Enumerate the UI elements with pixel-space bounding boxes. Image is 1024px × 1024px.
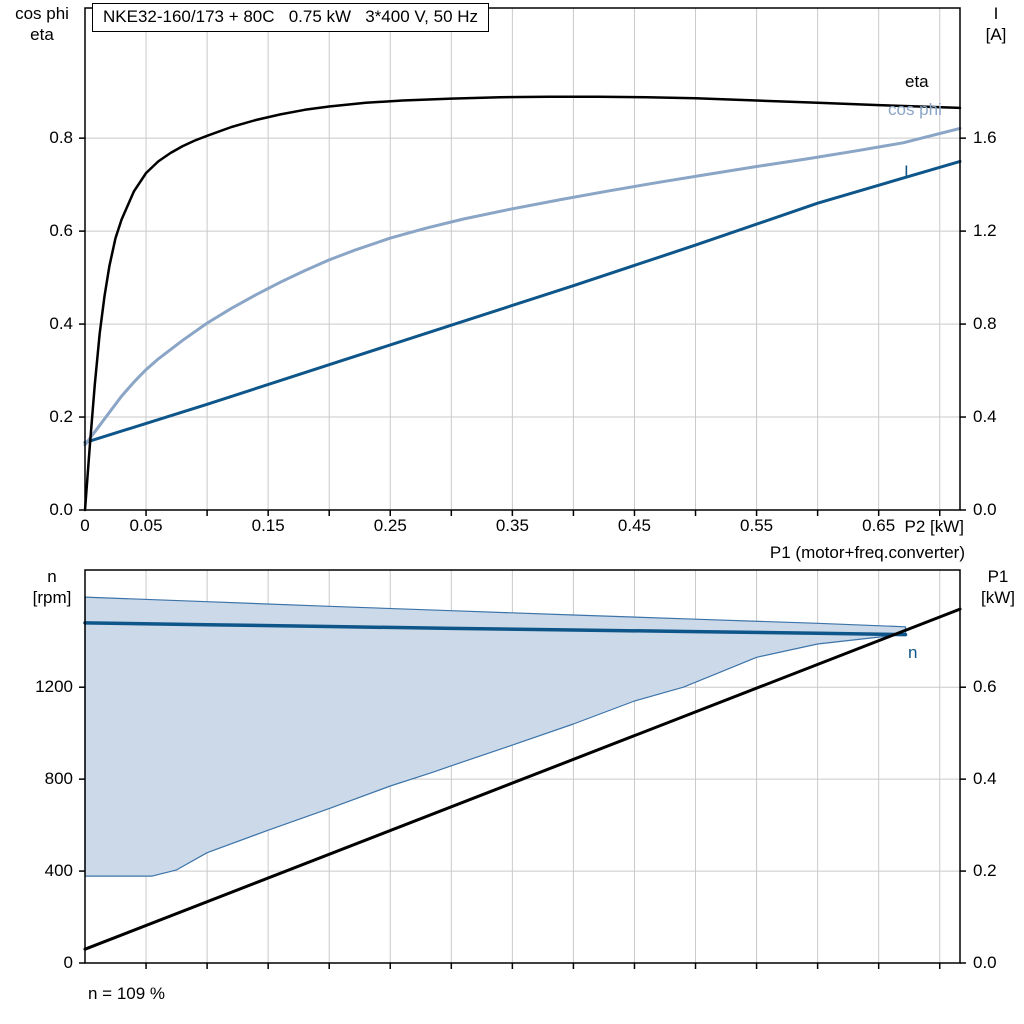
chart-bottom — [79, 569, 966, 969]
y-left-tick-label: 1200 — [35, 677, 73, 697]
y-left-tick-label: 0.4 — [49, 314, 73, 334]
p1-axis-title: P1 — [987, 567, 1009, 586]
p1-unit-label: [kW] — [981, 588, 1015, 607]
x-tick-label: 0 — [80, 516, 90, 535]
y-right-tick-label: 0.4 — [973, 769, 997, 789]
series-cos-phi — [83, 126, 962, 447]
y-left-tick-label: 800 — [44, 769, 73, 789]
chart-frame — [84, 7, 961, 511]
chart-frame — [84, 569, 961, 964]
series-label-cos-phi: cos phi — [888, 100, 942, 119]
x-axis-title: P2 [kW] — [904, 517, 964, 536]
x-tick-label: 0.55 — [740, 516, 774, 535]
y-left-tick-label: 0 — [63, 953, 73, 972]
x-tick-label: 0.15 — [251, 516, 285, 535]
y-right-tick-label: 1.2 — [973, 221, 997, 241]
eta-axis-title: eta — [30, 25, 54, 44]
series-label-I: I — [904, 162, 909, 181]
series-P1 — [83, 607, 962, 951]
y-right-tick-label: 0.0 — [973, 953, 997, 972]
x-tick-label: 0.65 — [862, 516, 896, 535]
x-tick-label: 0.35 — [495, 516, 529, 535]
y-right-tick-label: 0.2 — [973, 861, 997, 881]
top-chart-left-axis-title: cos phi eta — [2, 3, 82, 45]
y-right-tick-label: 0.0 — [973, 500, 997, 519]
y-right-tick-label: 1.6 — [973, 128, 997, 148]
y-left-tick-label: 0.8 — [49, 128, 73, 148]
series-eta — [83, 95, 962, 512]
p1-series-title: P1 (motor+freq.converter) — [769, 543, 965, 562]
bottom-chart-left-axis-title: n [rpm] — [20, 566, 84, 608]
y-right-tick-label: 0.4 — [973, 407, 997, 427]
x-tick-label: 0.45 — [617, 516, 652, 535]
y-left-tick-label: 0.0 — [49, 500, 73, 519]
y-left-tick-label: 400 — [44, 861, 73, 881]
speed-annotation: n = 109 % — [88, 984, 166, 1003]
y-left-tick-label: 0.2 — [49, 407, 73, 427]
chart-top — [79, 7, 966, 516]
bottom-chart-right-axis-title: P1 [kW] — [972, 566, 1024, 608]
series-I — [83, 159, 962, 445]
chart-title: NKE32-160/173 + 80C 0.75 kW 3*400 V, 50 … — [92, 3, 490, 32]
speed-range-envelope — [84, 596, 907, 877]
x-tick-label: 0.05 — [129, 516, 163, 535]
speed-unit-label: [rpm] — [32, 588, 72, 607]
series-label-n: n — [908, 643, 918, 662]
y-right-tick-label: 0.6 — [973, 677, 997, 697]
y-left-tick-label: 0.6 — [49, 221, 73, 241]
top-chart-right-axis-title: I [A] — [972, 3, 1020, 45]
cos-phi-axis-title: cos phi — [15, 4, 69, 23]
current-unit-label: [A] — [985, 25, 1007, 44]
current-axis-title: I — [993, 4, 999, 23]
x-tick-label: 0.25 — [373, 516, 407, 535]
series-label-eta: eta — [905, 72, 929, 91]
y-right-tick-label: 0.8 — [973, 314, 997, 334]
speed-axis-title: n — [47, 567, 57, 586]
series-n — [83, 621, 908, 637]
